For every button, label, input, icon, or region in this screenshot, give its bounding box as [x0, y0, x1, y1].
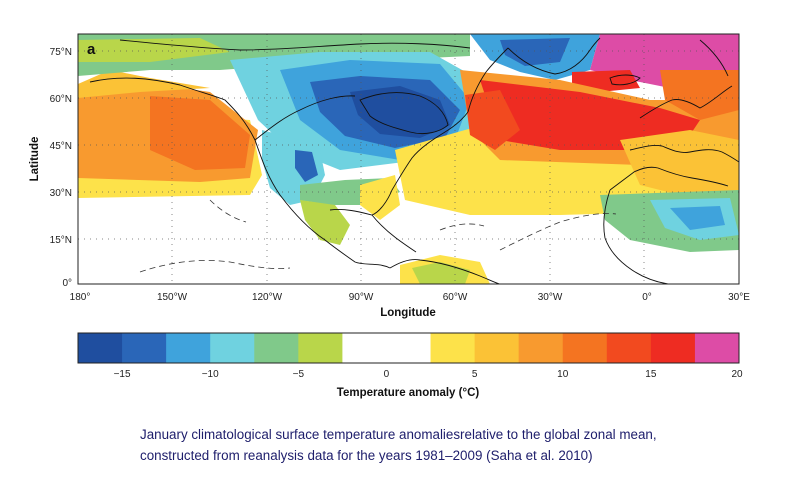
lat-tick-label: 15°N	[50, 235, 72, 246]
colorbar-swatch	[386, 333, 432, 363]
figure-caption: January climatological surface temperatu…	[140, 424, 740, 466]
colorbar-swatch	[430, 333, 476, 363]
arctic-yellowgreen	[78, 38, 230, 62]
panel-label: a	[87, 41, 96, 58]
lat-tick-label: 60°N	[50, 94, 72, 105]
colorbar-swatch	[210, 333, 255, 363]
colorbar-tick-label: 20	[731, 369, 743, 380]
gulfstream-redorange	[465, 90, 520, 150]
colorbar-swatch	[342, 333, 387, 363]
colorbar-tick-label: 10	[557, 369, 569, 380]
colorbar-swatch	[694, 333, 740, 363]
colorbar-title: Temperature anomaly (°C)	[337, 387, 480, 399]
lat-tick-label: 75°N	[50, 47, 72, 58]
lat-tick-label: 0°	[62, 278, 72, 289]
graticule	[78, 34, 739, 284]
colorbar-swatch	[650, 333, 696, 363]
colorbar-swatch	[562, 333, 608, 363]
lat-tick-label: 30°N	[50, 188, 72, 199]
dashed-contours	[139, 199, 617, 273]
caption-line-2: constructed from reanalysis data for the…	[140, 448, 593, 463]
colorbar-swatch	[78, 333, 123, 363]
colorbar	[77, 332, 740, 364]
pacific-red-core	[150, 96, 250, 170]
atlantic-yellow	[395, 120, 739, 215]
colorbar-frame	[77, 332, 740, 364]
colorbar-ticks: −15 −10 −5 0 5 10 15 20	[114, 369, 743, 380]
lon-tick-label: 30°W	[538, 292, 563, 303]
colorbar-swatch	[122, 333, 167, 363]
lon-tick-label: 30°E	[728, 292, 750, 303]
sahara-lightblue	[670, 206, 725, 230]
colorbar-tick-label: 5	[472, 369, 478, 380]
colorbar-tick-label: −5	[293, 369, 305, 380]
lon-tick-label: 120°W	[252, 292, 283, 303]
colorbar-swatch	[166, 333, 211, 363]
colorbar-tick-label: 0	[384, 369, 390, 380]
coastlines	[89, 37, 739, 284]
colorbar-swatch	[474, 333, 520, 363]
lon-tick-label: 90°W	[349, 292, 374, 303]
mexico-green	[300, 200, 350, 245]
scandinavia-warm	[660, 70, 739, 120]
colorbar-tick-label: 15	[645, 369, 657, 380]
colorbar-swatch	[298, 333, 343, 363]
colorbar-swatch	[518, 333, 564, 363]
lat-tick-label: 45°N	[50, 141, 72, 152]
alaska-coast-warm	[78, 70, 210, 98]
x-axis-title: Longitude	[380, 307, 436, 319]
colorbar-swatch	[606, 333, 652, 363]
map-frame	[77, 33, 740, 285]
lon-tick-label: 150°W	[157, 292, 188, 303]
hudson-deep-blue	[350, 86, 450, 138]
colorbar-swatch	[254, 333, 299, 363]
colorbar-tick-label: −10	[202, 369, 219, 380]
y-axis-title: Latitude	[29, 137, 41, 182]
lon-tick-label: 60°W	[443, 292, 468, 303]
lon-tick-label: 0°	[642, 292, 652, 303]
anomaly-map	[78, 34, 739, 284]
lon-ticks: 180° 150°W 120°W 90°W 60°W 30°W 0° 30°E	[70, 292, 751, 303]
greenland-core	[500, 38, 570, 66]
colorbar-tick-label: −15	[114, 369, 131, 380]
lon-tick-label: 180°	[70, 292, 91, 303]
us-east-yellow	[360, 175, 400, 220]
lat-ticks: 75°N 60°N 45°N 30°N 15°N 0°	[50, 47, 72, 289]
caption-line-1: January climatological surface temperatu…	[140, 427, 657, 442]
rockies-blue	[295, 150, 318, 182]
